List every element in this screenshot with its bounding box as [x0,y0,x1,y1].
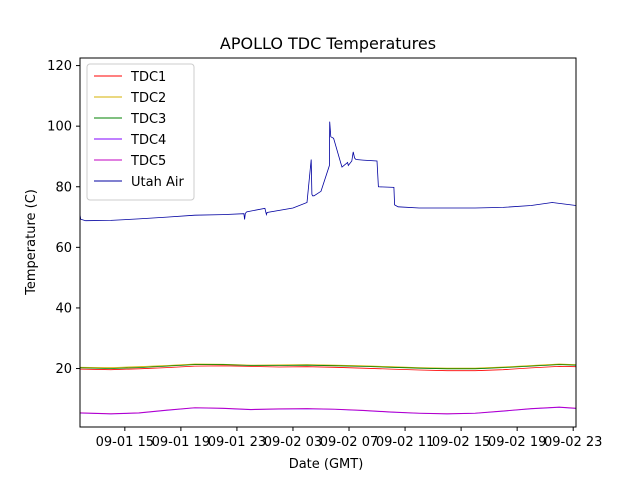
y-tick-label: 60 [55,241,72,256]
legend-label: TDC2 [130,91,166,106]
legend-box [86,63,195,201]
legend-label: Utah Air [131,175,184,190]
plot-frame [79,57,577,428]
y-tick-label: 100 [47,120,72,135]
legend: TDC1 TDC2 TDC3 TDC4 TDC5 Utah Air [86,63,195,201]
y-axis-label: Temperature (C) [24,189,39,296]
x-tick-label: 09-01 15 [96,435,154,450]
legend-label: TDC4 [130,133,166,148]
series-line-tdc3 [80,364,576,370]
x-tick-label: 09-02 19 [488,435,546,450]
x-tick-label: 09-01 23 [208,435,266,450]
chart-title: APOLLO TDC Temperatures [220,34,436,53]
plot-lines [80,121,576,415]
y-axis-ticks: 20 40 60 80 100 120 [47,59,80,377]
x-axis-label: Date (GMT) [289,457,364,472]
x-tick-label: 09-02 23 [544,435,602,450]
x-tick-label: 09-02 03 [264,435,322,450]
y-tick-label: 20 [55,362,72,377]
x-tick-label: 09-02 07 [320,435,378,450]
x-tick-label: 09-01 19 [152,435,210,450]
x-tick-label: 09-02 11 [376,435,434,450]
legend-label: TDC1 [130,70,166,85]
series-line-tdc2 [80,363,576,369]
series-line-tdc5 [80,406,576,415]
y-tick-label: 40 [55,301,72,316]
y-tick-label: 120 [47,59,72,74]
legend-label: TDC5 [130,154,166,169]
legend-label: TDC3 [130,112,166,127]
x-tick-label: 09-02 15 [432,435,490,450]
series-line-utah-air [80,121,576,222]
y-tick-label: 80 [55,180,72,195]
series-line-tdc1 [80,365,576,372]
